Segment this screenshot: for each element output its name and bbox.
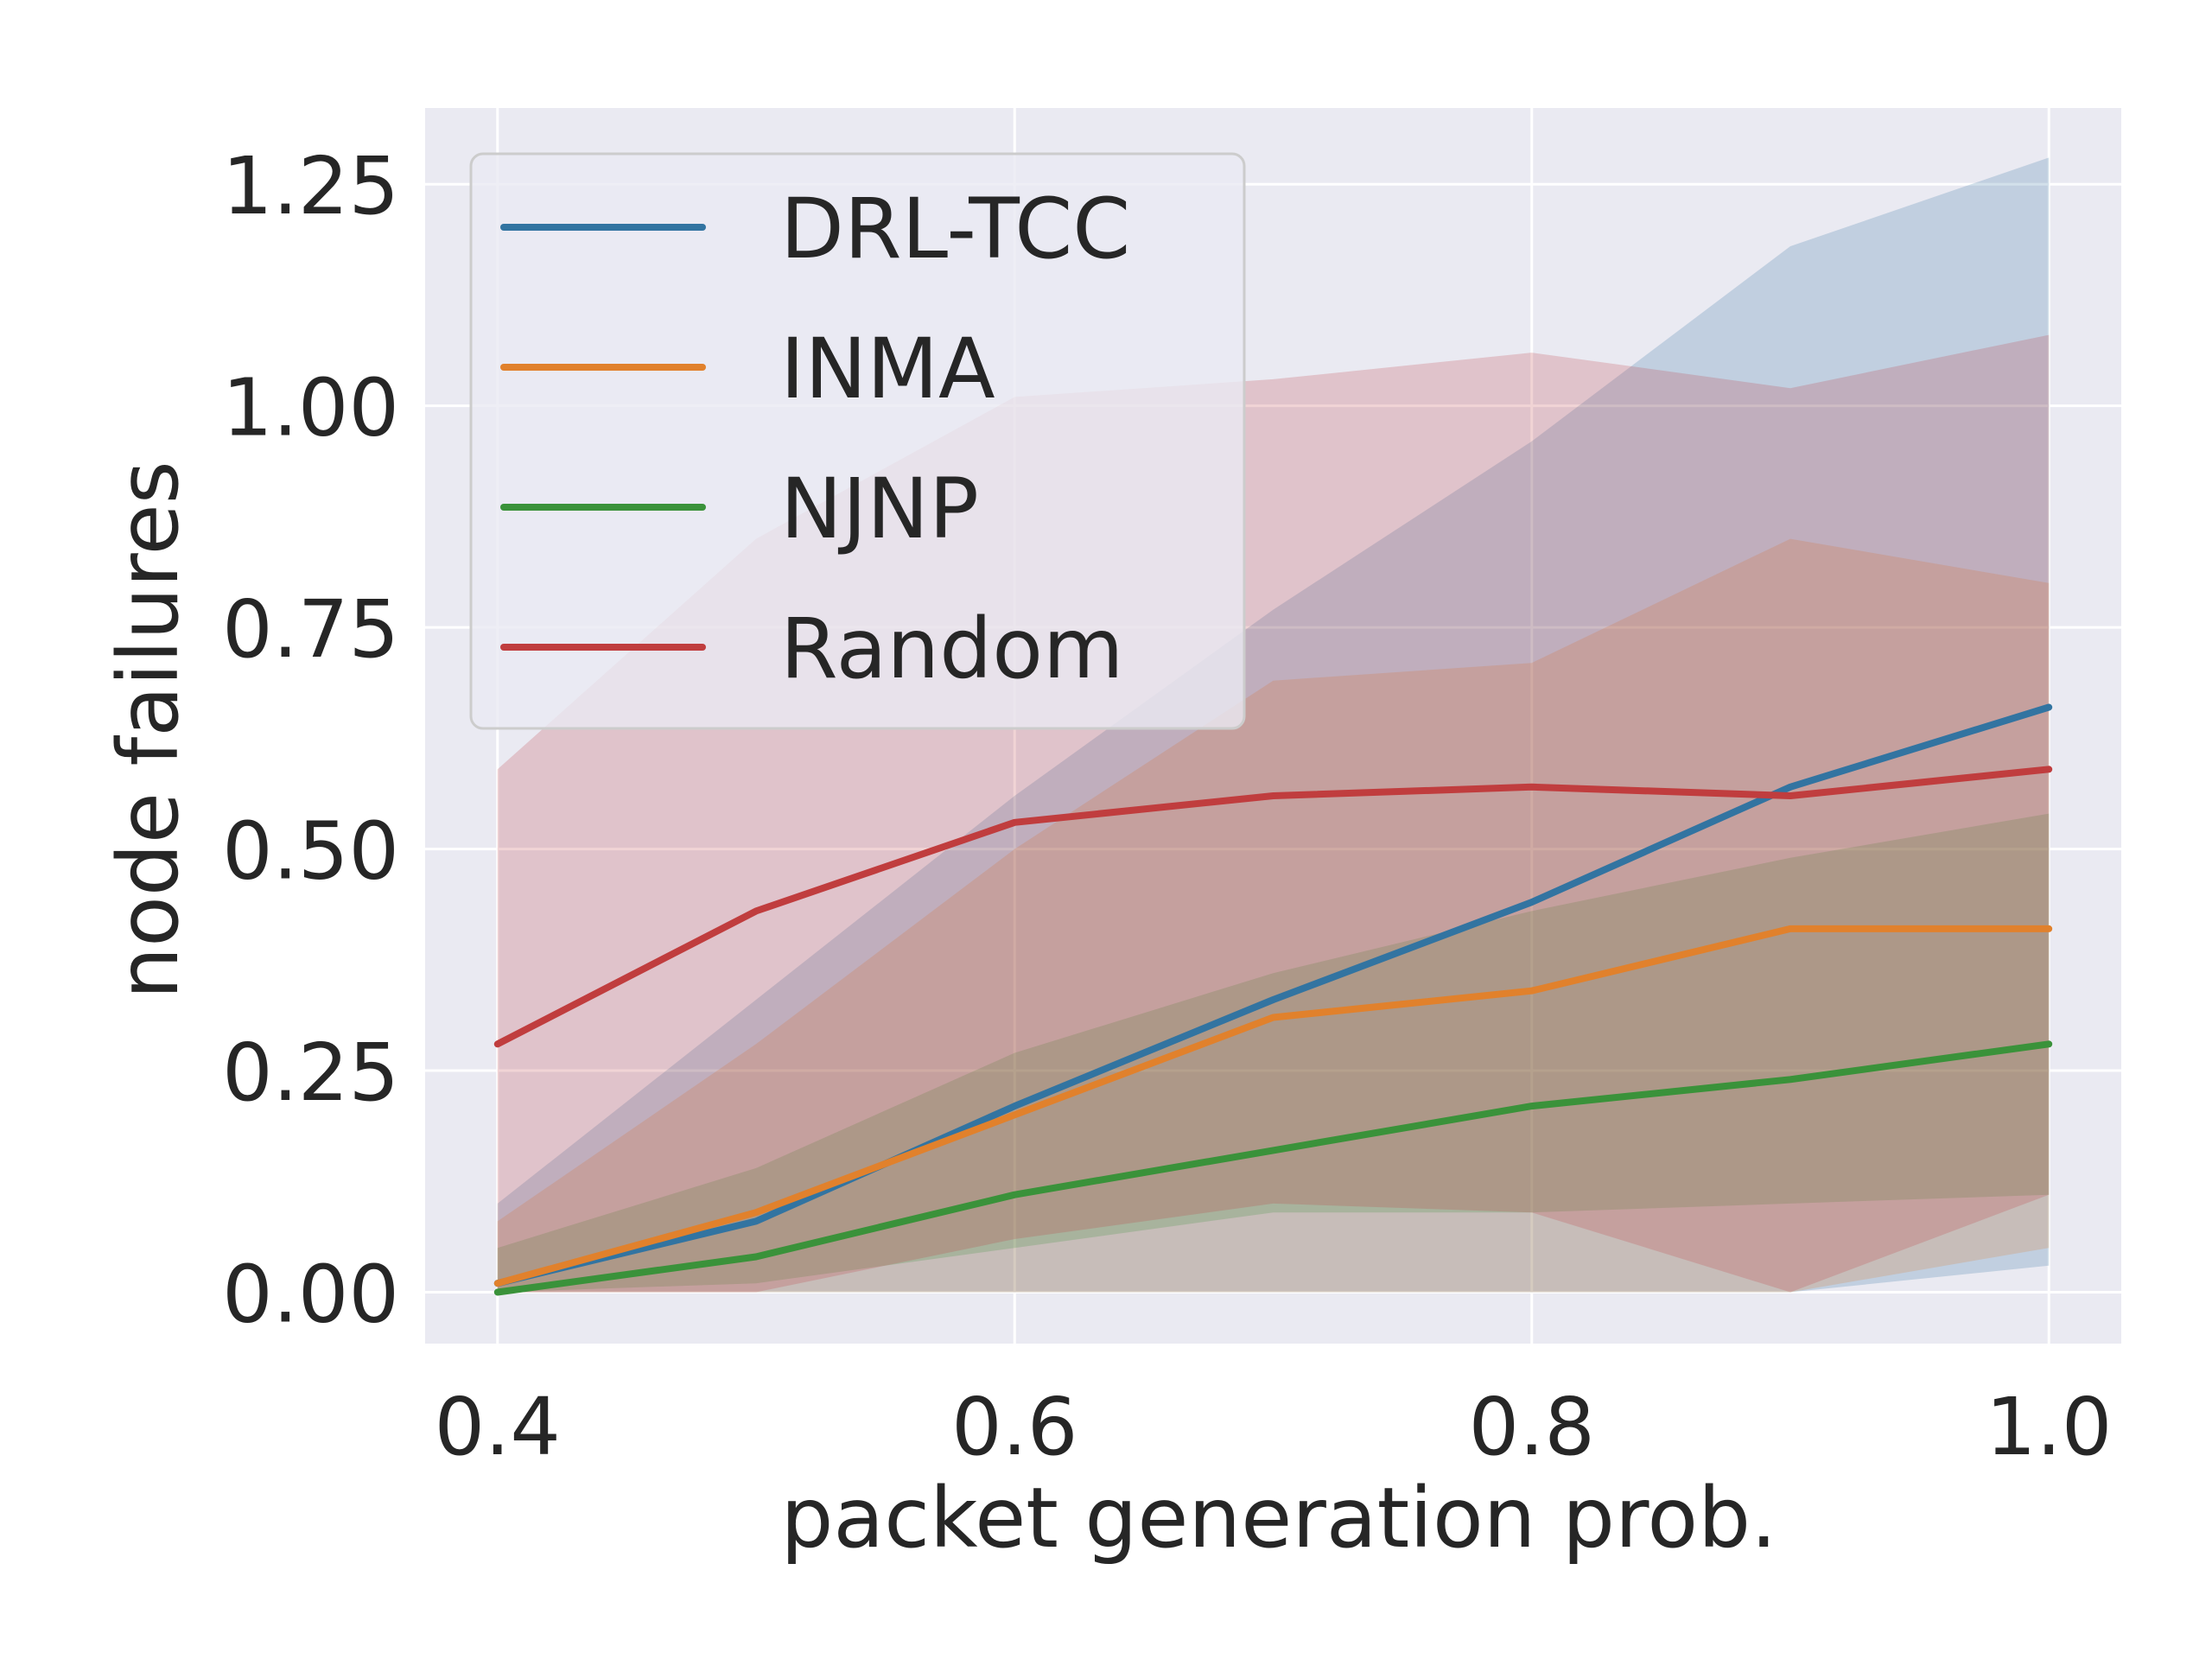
- x-tick-label: 0.8: [1469, 1381, 1595, 1473]
- y-axis-label: node failures: [100, 461, 197, 999]
- series-line-njnp: [493, 1040, 2053, 1296]
- x-tick-label: 0.6: [951, 1381, 1077, 1473]
- x-axis-label: packet generation prob.: [780, 1470, 1777, 1567]
- legend: DRL-TCC INMA NJNP Random: [469, 152, 1246, 730]
- series-lines: [493, 703, 2053, 1296]
- legend-label-inma: INMA: [780, 321, 995, 417]
- legend-label-random: Random: [780, 601, 1123, 697]
- legend-label-drl-tcc: DRL-TCC: [780, 181, 1130, 277]
- legend-label-njnp: NJNP: [780, 461, 979, 557]
- y-tick-label: 1.00: [222, 362, 399, 454]
- series-line-inma: [493, 925, 2053, 1287]
- band-njnp: [497, 813, 2050, 1293]
- series-line-random: [493, 766, 2053, 1048]
- series-line-drl-tcc: [493, 703, 2053, 1287]
- band-inma: [497, 538, 2050, 1293]
- y-tick-label: 1.25: [222, 140, 399, 232]
- band-drl-tcc: [497, 157, 2050, 1293]
- x-tick-labels: 0.4 0.6 0.8 1.0: [435, 1381, 2113, 1473]
- y-tick-label: 0.50: [222, 805, 399, 898]
- y-tick-label: 0.75: [222, 583, 399, 676]
- legend-frame: [469, 152, 1246, 730]
- y-tick-labels: 0.00 0.25 0.50 0.75 1.00 1.25: [222, 140, 399, 1340]
- x-tick-label: 0.4: [435, 1381, 561, 1473]
- x-tick-label: 1.0: [1986, 1381, 2112, 1473]
- y-tick-label: 0.00: [222, 1249, 399, 1341]
- y-tick-label: 0.25: [222, 1027, 399, 1119]
